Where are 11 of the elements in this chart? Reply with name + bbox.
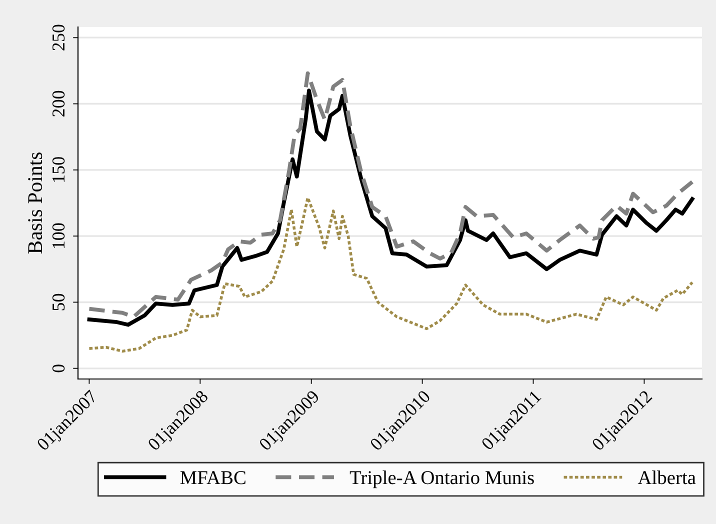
- legend-label: Alberta: [638, 470, 696, 484]
- y-tick-label: 150: [52, 157, 65, 182]
- y-tick-label: 100: [52, 223, 65, 248]
- y-tick-label: 200: [52, 90, 65, 116]
- legend-label: MFABC: [180, 471, 246, 484]
- y-tick-label: 50: [52, 294, 65, 310]
- y-axis-title: Basis Points: [28, 152, 42, 254]
- line-series: [88, 196, 694, 353]
- y-tick-label: 250: [52, 24, 65, 50]
- legend-label: Triple-A Ontario Munis: [350, 470, 534, 488]
- y-tick-label: 0: [52, 364, 65, 372]
